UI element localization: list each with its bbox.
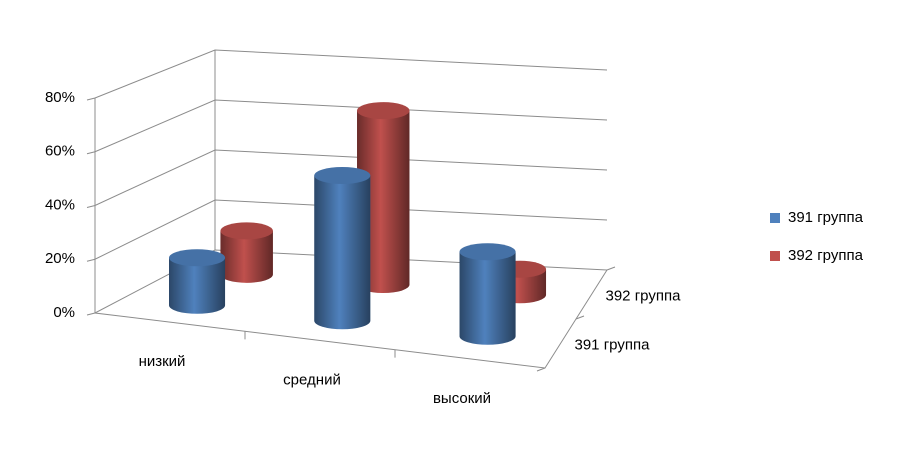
cylinder-top bbox=[357, 102, 410, 120]
cylinder bbox=[220, 222, 273, 283]
grid-line bbox=[86, 99, 608, 155]
grid-line bbox=[86, 249, 608, 316]
cylinder bbox=[314, 166, 371, 330]
grid-line bbox=[86, 199, 608, 262]
cylinder-top bbox=[314, 166, 371, 184]
legend-swatch bbox=[770, 251, 780, 261]
cylinder-shade bbox=[314, 175, 371, 330]
grid-line bbox=[86, 149, 608, 208]
x-tick bbox=[536, 367, 546, 372]
x-tick-label: высокий bbox=[433, 390, 491, 407]
y-tick-label: 40% bbox=[45, 196, 75, 213]
y-tick-label: 80% bbox=[45, 89, 75, 106]
cylinder-shade bbox=[459, 251, 516, 345]
cylinder-top bbox=[220, 222, 273, 240]
cylinder-top bbox=[459, 243, 516, 261]
cylinder-shade bbox=[220, 230, 273, 283]
legend-label: 392 группа bbox=[788, 247, 864, 264]
y-tick-label: 20% bbox=[45, 250, 75, 267]
legend-label: 391 группа bbox=[788, 209, 864, 226]
cylinder-shade bbox=[169, 257, 226, 314]
x-tick-label: низкий bbox=[139, 353, 186, 370]
cylinder-top-shade bbox=[314, 166, 371, 184]
y-tick-label: 60% bbox=[45, 143, 75, 160]
z-tick-label: 391 группа bbox=[575, 336, 651, 353]
cylinder bbox=[357, 102, 410, 294]
cylinder bbox=[459, 243, 516, 345]
cylinder-top-shade bbox=[357, 102, 410, 120]
z-tick-label: 392 группа bbox=[606, 287, 682, 304]
y-tick-label: 0% bbox=[53, 304, 75, 321]
z-tick bbox=[606, 266, 616, 271]
cylinder bbox=[169, 249, 226, 314]
cylinder-top-shade bbox=[459, 243, 516, 261]
grid-line bbox=[86, 49, 608, 101]
cylinder-top bbox=[169, 249, 226, 267]
z-tick bbox=[575, 315, 585, 320]
cylinder-top-shade bbox=[220, 222, 273, 240]
cylinder-top-shade bbox=[169, 249, 226, 267]
legend-swatch bbox=[770, 213, 780, 223]
x-tick-label: средний bbox=[283, 371, 341, 388]
